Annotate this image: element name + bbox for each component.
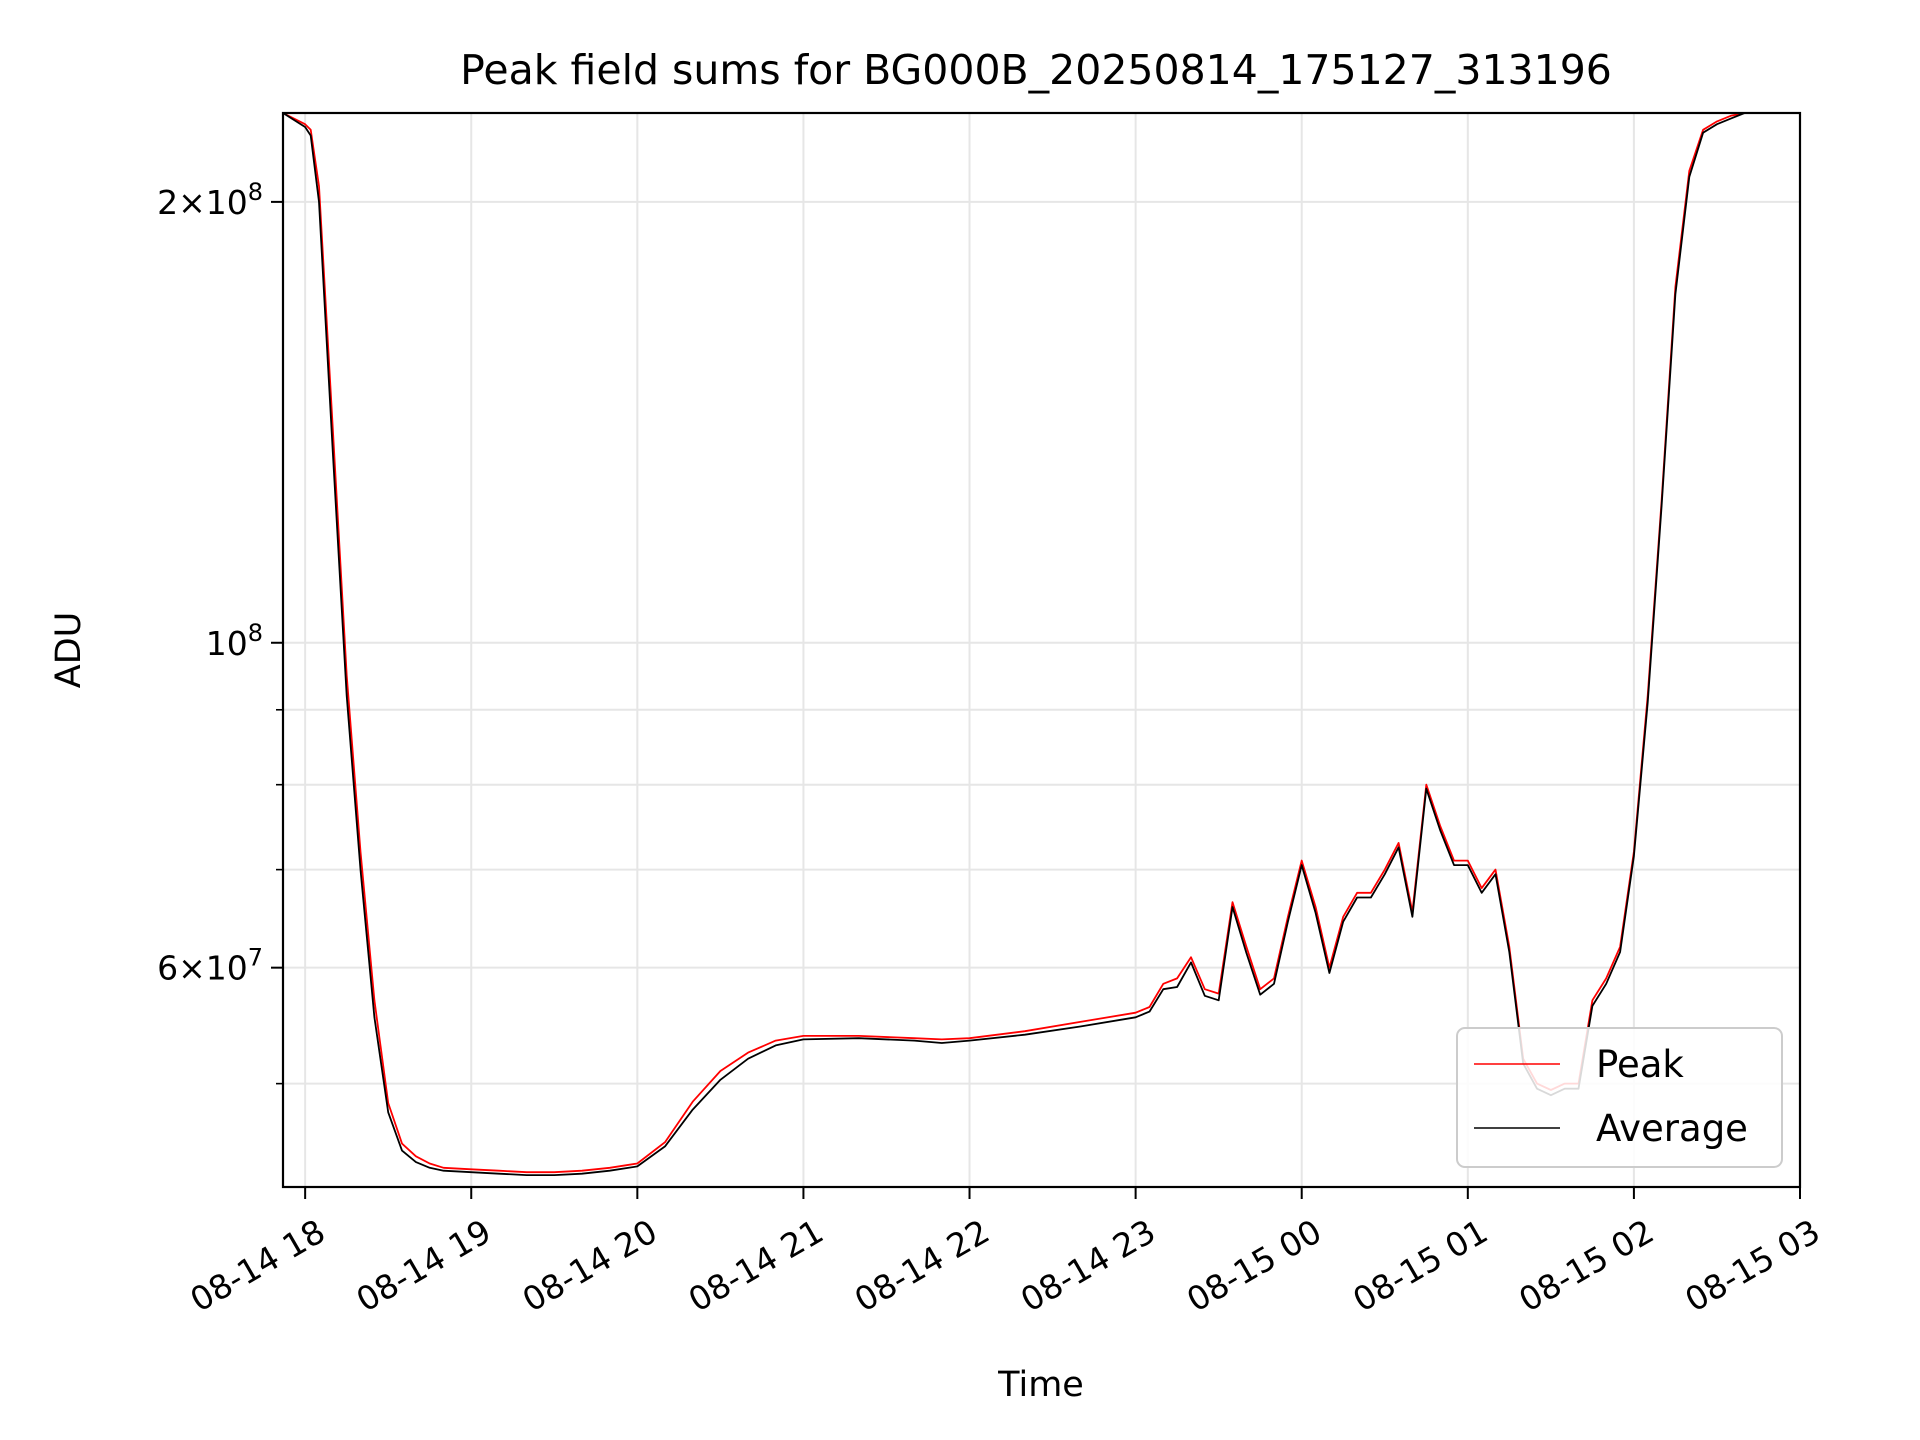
y-tick-label: 2×108	[157, 178, 263, 222]
series-line-peak	[282, 112, 1800, 1174]
axes-frame	[281, 111, 1802, 1189]
legend-label-average: Average	[1596, 1107, 1748, 1150]
legend: Peak Average	[1456, 1027, 1783, 1168]
y-axis-label: ADU	[49, 612, 89, 689]
legend-box	[1456, 1027, 1783, 1168]
y-tick-label: 108	[206, 619, 263, 663]
y-axis-ticks: 6×107 108 2×108	[157, 178, 283, 1085]
x-axis-label: Time	[997, 1365, 1084, 1405]
series-layer	[282, 112, 1800, 1176]
chart-title: Peak field sums for BG000B_20250814_1751…	[460, 46, 1612, 94]
legend-label-peak: Peak	[1596, 1043, 1684, 1086]
y-tick-label: 6×107	[157, 944, 263, 988]
series-line-average	[282, 112, 1800, 1176]
